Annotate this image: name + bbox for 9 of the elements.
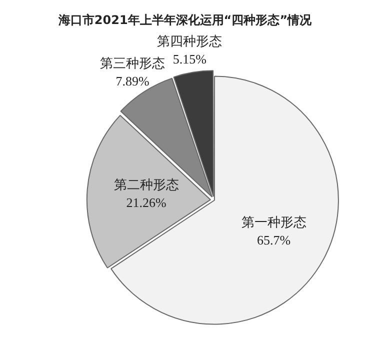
slice-label: 第二种形态	[114, 176, 179, 192]
data-label: 21.26%	[126, 194, 167, 210]
slice-label: 第四种形态	[157, 34, 222, 49]
chart-title: 海口市2021年上半年深化运用“四种形态”情况	[57, 12, 313, 29]
data-label: 65.7%	[257, 232, 291, 248]
slice-label: 第三种形态	[100, 56, 166, 71]
data-label: 5.15%	[172, 52, 207, 67]
slice-label: 第一种形态	[241, 214, 306, 230]
data-label: 7.89%	[116, 74, 150, 89]
